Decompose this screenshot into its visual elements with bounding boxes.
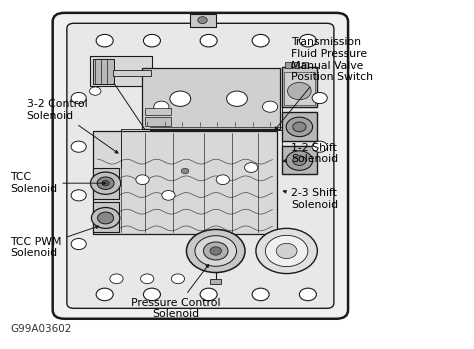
FancyBboxPatch shape xyxy=(53,13,348,319)
Circle shape xyxy=(96,288,113,301)
Text: 1-2 Shift
Solenoid: 1-2 Shift Solenoid xyxy=(283,143,338,164)
Text: 3-2 Control
Solenoid: 3-2 Control Solenoid xyxy=(27,99,118,153)
Circle shape xyxy=(256,228,318,274)
Circle shape xyxy=(90,87,101,95)
Bar xyxy=(143,68,280,129)
Bar xyxy=(93,131,277,233)
Circle shape xyxy=(203,242,228,260)
Circle shape xyxy=(170,91,191,106)
Circle shape xyxy=(71,141,86,152)
Bar xyxy=(91,56,152,86)
Circle shape xyxy=(252,35,269,47)
Text: Pressure Control
Solenoid: Pressure Control Solenoid xyxy=(131,265,220,319)
Circle shape xyxy=(71,190,86,201)
Text: Transmission
Fluid Pressure
Manual Valve
Position Switch: Transmission Fluid Pressure Manual Valve… xyxy=(275,37,374,130)
Circle shape xyxy=(98,212,114,224)
Circle shape xyxy=(300,35,317,47)
Circle shape xyxy=(252,288,269,301)
Circle shape xyxy=(198,17,207,24)
Bar xyxy=(302,61,308,68)
Circle shape xyxy=(293,122,306,132)
Text: TCC
Solenoid: TCC Solenoid xyxy=(10,172,106,194)
Circle shape xyxy=(216,175,229,185)
Circle shape xyxy=(181,168,189,174)
Circle shape xyxy=(276,243,297,259)
Circle shape xyxy=(102,180,109,186)
Circle shape xyxy=(97,177,114,190)
Circle shape xyxy=(96,35,113,47)
Circle shape xyxy=(300,288,317,301)
Circle shape xyxy=(195,236,237,266)
Text: 2-3 Shift
Solenoid: 2-3 Shift Solenoid xyxy=(283,188,338,210)
Bar xyxy=(285,61,291,68)
Circle shape xyxy=(227,91,247,106)
Circle shape xyxy=(200,35,217,47)
Bar xyxy=(113,70,151,76)
Bar xyxy=(282,112,318,141)
Circle shape xyxy=(136,175,149,185)
Circle shape xyxy=(91,208,120,228)
Circle shape xyxy=(286,151,313,170)
Circle shape xyxy=(141,274,154,284)
Bar xyxy=(190,14,216,27)
Circle shape xyxy=(110,274,123,284)
Circle shape xyxy=(200,288,217,301)
Bar xyxy=(284,72,315,105)
Bar xyxy=(294,61,300,68)
Bar xyxy=(93,168,119,199)
Circle shape xyxy=(91,172,121,194)
Circle shape xyxy=(154,101,169,112)
Circle shape xyxy=(171,274,184,284)
Circle shape xyxy=(263,101,278,112)
Circle shape xyxy=(286,117,313,136)
Bar xyxy=(93,59,114,84)
Text: G99A03602: G99A03602 xyxy=(10,325,72,334)
Text: TCC PWM
Solenoid: TCC PWM Solenoid xyxy=(10,226,99,258)
FancyBboxPatch shape xyxy=(67,23,334,308)
Circle shape xyxy=(293,156,306,165)
Circle shape xyxy=(71,92,86,104)
Circle shape xyxy=(144,288,160,301)
Circle shape xyxy=(265,235,308,267)
Bar xyxy=(282,67,318,107)
Circle shape xyxy=(162,191,175,200)
Bar xyxy=(210,279,221,284)
Bar xyxy=(282,146,318,174)
Circle shape xyxy=(210,247,221,255)
Bar xyxy=(145,117,171,126)
Circle shape xyxy=(312,92,327,104)
Circle shape xyxy=(144,35,160,47)
Bar xyxy=(145,109,171,116)
Circle shape xyxy=(71,238,86,250)
Circle shape xyxy=(312,141,327,152)
Circle shape xyxy=(288,82,311,100)
Circle shape xyxy=(245,163,258,172)
Bar xyxy=(93,202,119,232)
Circle shape xyxy=(186,229,245,273)
